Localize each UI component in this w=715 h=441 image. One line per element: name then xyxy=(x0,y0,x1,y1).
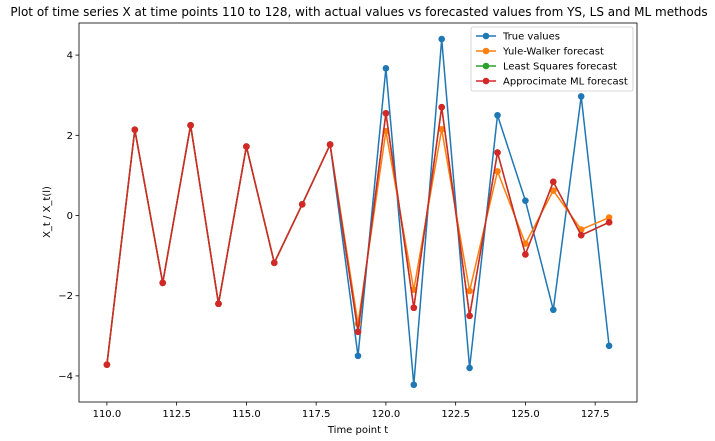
legend-item: True values xyxy=(476,32,560,43)
data-point xyxy=(577,93,585,100)
data-point xyxy=(522,197,529,204)
plot-frame xyxy=(78,22,638,403)
x-axis: 110.0 112.5 115.0 117.5 120.0 122.5 125.0 127.5 xyxy=(93,402,610,420)
legend-label: Yule-Walker forecast xyxy=(502,47,604,58)
data-point xyxy=(522,240,529,247)
x-tick-label: 117.5 xyxy=(302,409,331,420)
y-axis-label: X_t / X_t(l) xyxy=(42,186,53,238)
legend-marker xyxy=(482,62,490,70)
data-point xyxy=(577,231,585,239)
legend-item: Least Squares forecast xyxy=(476,62,617,73)
x-tick-label: 115.0 xyxy=(232,409,261,420)
data-point xyxy=(354,352,362,360)
y-axis: −4 −2 0 2 4 xyxy=(58,51,79,382)
data-point xyxy=(550,187,557,194)
series-4 xyxy=(103,103,613,369)
x-tick-label: 110.0 xyxy=(93,409,122,420)
y-tick-label: 0 xyxy=(67,211,73,222)
data-point xyxy=(522,251,529,258)
data-point xyxy=(494,149,501,156)
data-point xyxy=(605,342,613,350)
y-tick-label: 4 xyxy=(67,51,73,62)
series-layer xyxy=(103,35,613,389)
data-point xyxy=(271,259,278,267)
data-point xyxy=(466,287,473,295)
data-point xyxy=(243,143,250,150)
axes-layer: 110.0 112.5 115.0 117.5 120.0 122.5 125.0 127.5… xyxy=(58,22,638,420)
data-point xyxy=(410,304,418,312)
data-point xyxy=(187,121,194,129)
data-point xyxy=(466,312,473,320)
legend-label: Approcimate ML forecast xyxy=(503,77,628,88)
data-point xyxy=(494,111,501,119)
data-point xyxy=(438,125,446,133)
x-tick-label: 125.0 xyxy=(511,409,540,420)
chart-title: Plot of time series X at time points 110… xyxy=(10,5,707,19)
legend-marker xyxy=(482,32,490,40)
data-point xyxy=(550,306,557,314)
data-point xyxy=(550,178,557,186)
x-tick-label: 112.5 xyxy=(162,409,191,420)
data-point xyxy=(466,364,473,372)
data-point xyxy=(382,65,390,72)
x-tick-label: 122.5 xyxy=(441,409,470,420)
x-tick-label: 127.5 xyxy=(581,409,610,420)
data-point xyxy=(298,200,306,208)
legend: True values Yule-Walker forecast Least Squ… xyxy=(470,26,634,92)
data-point xyxy=(605,214,613,221)
y-tick-label: −2 xyxy=(58,291,73,302)
y-tick-label: 2 xyxy=(67,131,73,142)
data-point xyxy=(410,381,418,389)
data-point xyxy=(131,126,139,133)
legend-box xyxy=(470,26,634,92)
legend-label: Least Squares forecast xyxy=(503,62,617,73)
data-point xyxy=(438,35,446,43)
legend-marker xyxy=(482,77,490,85)
x-tick-label: 120.0 xyxy=(372,409,401,420)
data-point xyxy=(354,328,362,336)
legend-label: True values xyxy=(502,32,560,43)
data-point xyxy=(159,279,166,287)
legend-marker xyxy=(482,47,490,55)
data-point xyxy=(382,109,390,117)
data-point xyxy=(215,300,222,308)
data-point xyxy=(438,103,446,111)
x-axis-label: Time point t xyxy=(327,425,388,436)
data-point xyxy=(103,361,111,369)
data-point xyxy=(326,141,334,148)
data-point xyxy=(605,219,613,226)
legend-item: Approcimate ML forecast xyxy=(476,77,628,88)
y-tick-label: −4 xyxy=(58,371,73,382)
legend-item: Yule-Walker forecast xyxy=(476,47,604,58)
data-point xyxy=(494,168,501,175)
